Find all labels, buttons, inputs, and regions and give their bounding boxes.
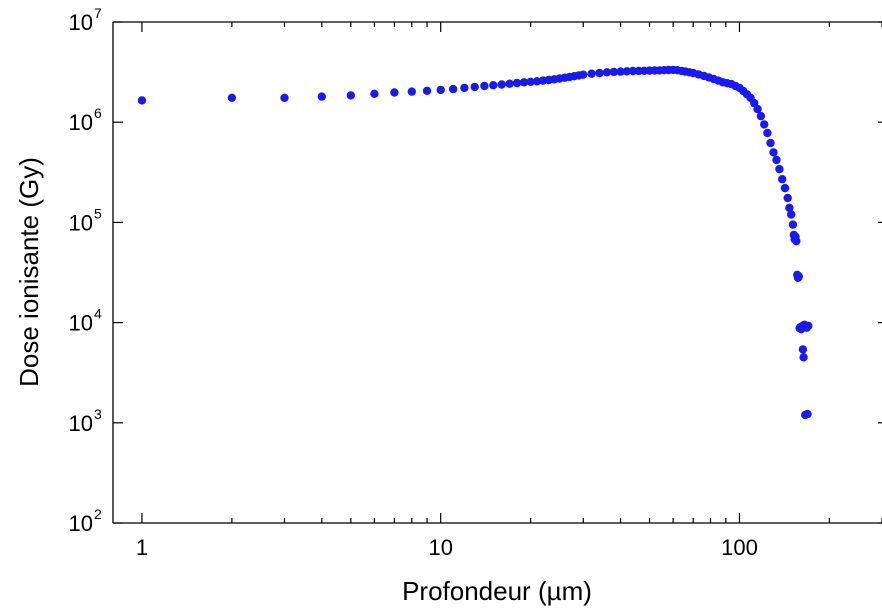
y-tick-label: 10 — [69, 511, 93, 536]
y-axis-title: Dose ionisante (Gy) — [14, 157, 44, 387]
y-tick-exponent: 2 — [94, 506, 102, 522]
data-point — [803, 409, 812, 419]
y-tick-label: 10 — [69, 110, 93, 135]
data-point — [763, 128, 772, 138]
data-point — [489, 81, 498, 90]
data-point — [783, 193, 792, 203]
data-point — [137, 96, 147, 105]
data-point — [775, 164, 784, 174]
data-point — [616, 67, 625, 76]
data-points — [137, 65, 813, 420]
y-tick-label: 10 — [69, 411, 93, 436]
data-point — [370, 89, 379, 99]
data-point — [788, 220, 798, 229]
data-point — [227, 93, 237, 103]
data-point — [798, 345, 808, 354]
data-point — [519, 78, 529, 87]
x-tick-label: 100 — [721, 535, 758, 560]
data-point — [470, 82, 479, 92]
data-point — [280, 93, 289, 103]
data-point — [787, 210, 796, 219]
data-point — [799, 353, 808, 362]
data-point — [436, 85, 445, 95]
data-point — [769, 148, 778, 157]
y-tick-base: 10 — [69, 110, 93, 135]
data-point — [317, 92, 326, 101]
x-tick-label: 1 — [136, 535, 148, 560]
data-point — [526, 77, 535, 87]
data-point — [760, 120, 769, 129]
data-point — [778, 175, 787, 184]
data-point — [780, 183, 790, 193]
data-point — [512, 78, 522, 88]
data-point — [628, 66, 638, 76]
y-tick-label: 10 — [69, 10, 93, 35]
data-point — [480, 81, 489, 91]
data-point — [622, 67, 632, 76]
data-point — [766, 138, 775, 148]
y-tick-exponent: 4 — [94, 306, 102, 322]
data-point — [756, 111, 766, 121]
x-tick-label: 10 — [428, 535, 452, 560]
data-point — [579, 70, 588, 79]
data-point — [587, 69, 596, 78]
y-tick-exponent: 3 — [94, 406, 102, 422]
y-tick-label: 10 — [69, 311, 93, 336]
x-axis-title: Profondeur (µm) — [402, 576, 592, 606]
y-tick-exponent: 7 — [94, 5, 102, 21]
data-point — [595, 68, 604, 78]
y-tick-base: 10 — [69, 411, 93, 436]
data-point — [422, 86, 432, 96]
data-point — [753, 104, 762, 114]
data-point — [505, 79, 514, 88]
y-tick-label: 10 — [69, 210, 93, 235]
y-tick-base: 10 — [69, 511, 93, 536]
y-tick-base: 10 — [69, 210, 93, 235]
axes — [112, 21, 882, 524]
y-tick-exponent: 6 — [94, 105, 102, 121]
y-tick-base: 10 — [69, 10, 93, 35]
y-tick-exponent: 5 — [94, 205, 102, 221]
data-point — [460, 83, 469, 93]
x-ticks: 1 10 100 — [136, 22, 882, 560]
data-point — [772, 155, 781, 165]
data-point — [794, 272, 803, 281]
data-point — [785, 203, 794, 212]
data-point — [390, 88, 399, 97]
data-point — [346, 91, 355, 100]
data-point — [407, 87, 416, 96]
data-point — [448, 84, 458, 94]
data-point — [792, 236, 801, 246]
data-point — [497, 80, 506, 89]
data-point — [804, 321, 813, 330]
data-point — [609, 67, 619, 77]
data-point — [602, 68, 612, 77]
y-tick-base: 10 — [69, 311, 93, 336]
